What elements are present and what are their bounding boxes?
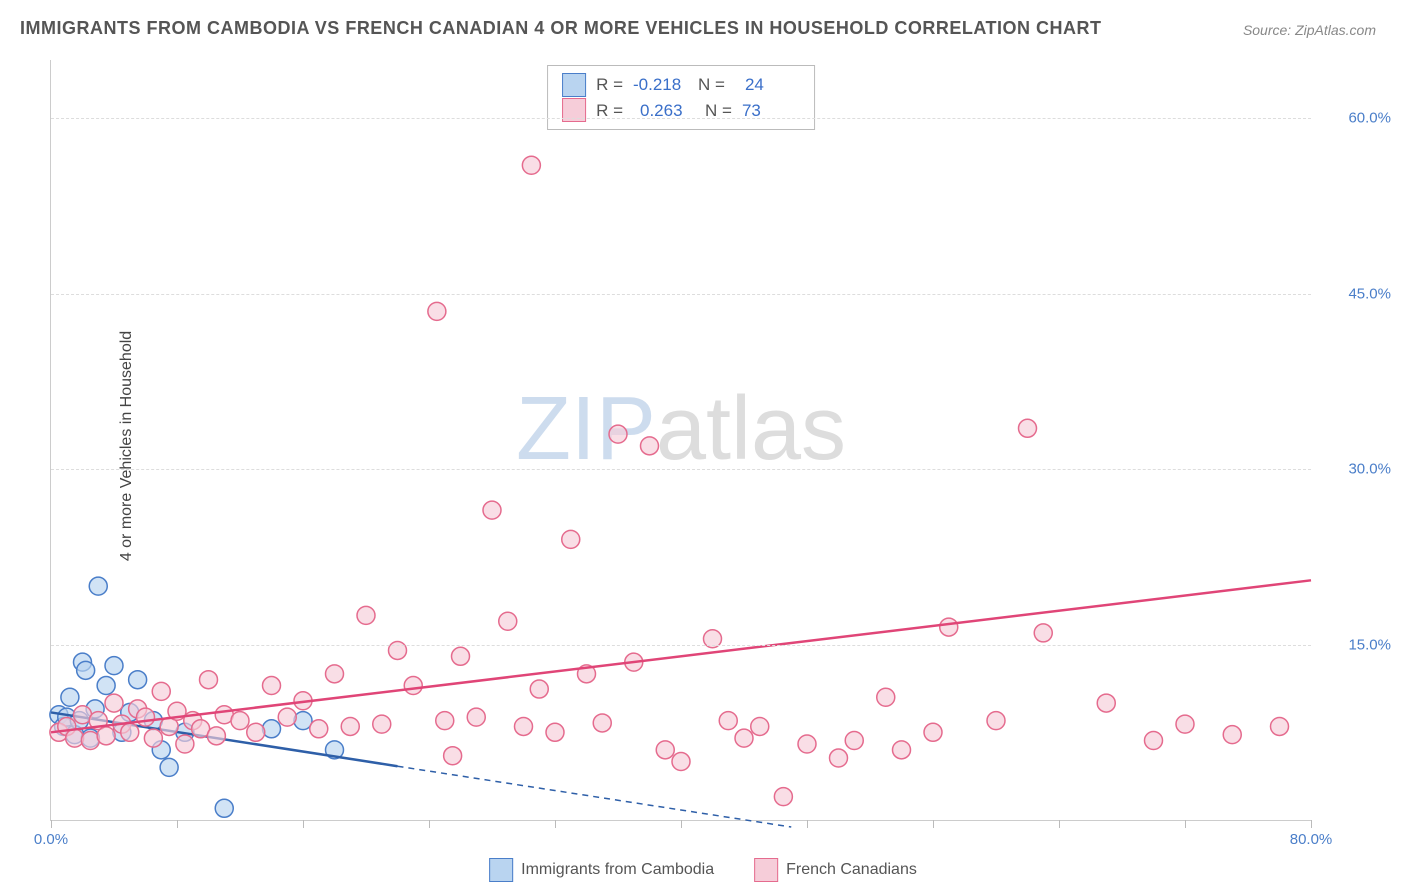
- x-tick: [1311, 820, 1312, 828]
- data-point-french: [444, 747, 462, 765]
- data-point-french: [1097, 694, 1115, 712]
- data-point-french: [893, 741, 911, 759]
- y-tick-label: 15.0%: [1321, 636, 1391, 653]
- data-point-french: [341, 717, 359, 735]
- trend-line-french: [51, 580, 1311, 732]
- data-point-french: [562, 530, 580, 548]
- y-tick-label: 30.0%: [1321, 461, 1391, 478]
- data-point-cambodia: [97, 677, 115, 695]
- data-point-french: [404, 677, 422, 695]
- data-point-french: [121, 723, 139, 741]
- data-point-french: [207, 727, 225, 745]
- data-point-french: [735, 729, 753, 747]
- gridline: [51, 294, 1311, 295]
- data-point-cambodia: [215, 799, 233, 817]
- data-point-french: [774, 788, 792, 806]
- plot-area: ZIPatlas R = -0.218 N = 24 R = 0.263 N =…: [50, 60, 1311, 821]
- data-point-french: [845, 731, 863, 749]
- bottom-legend: Immigrants from Cambodia French Canadian…: [489, 858, 917, 882]
- x-tick: [1185, 820, 1186, 828]
- legend-label-french: French Canadians: [786, 861, 917, 879]
- legend-label-cambodia: Immigrants from Cambodia: [521, 861, 714, 879]
- data-point-french: [656, 741, 674, 759]
- data-point-french: [499, 612, 517, 630]
- data-point-french: [97, 727, 115, 745]
- x-tick: [177, 820, 178, 828]
- plot-svg: [51, 60, 1311, 820]
- x-tick: [303, 820, 304, 828]
- data-point-french: [200, 671, 218, 689]
- data-point-french: [987, 712, 1005, 730]
- y-tick-label: 60.0%: [1321, 110, 1391, 127]
- legend-item-french: French Canadians: [754, 858, 917, 882]
- data-point-cambodia: [61, 688, 79, 706]
- gridline: [51, 645, 1311, 646]
- data-point-french: [105, 694, 123, 712]
- data-point-cambodia: [160, 758, 178, 776]
- x-tick-label: 80.0%: [1290, 831, 1333, 848]
- data-point-cambodia: [105, 657, 123, 675]
- data-point-cambodia: [89, 577, 107, 595]
- data-point-french: [940, 618, 958, 636]
- data-point-french: [522, 156, 540, 174]
- data-point-french: [428, 302, 446, 320]
- source-attribution: Source: ZipAtlas.com: [1243, 22, 1376, 38]
- y-tick-label: 45.0%: [1321, 285, 1391, 302]
- x-tick: [933, 820, 934, 828]
- x-tick: [681, 820, 682, 828]
- data-point-french: [326, 665, 344, 683]
- data-point-french: [152, 682, 170, 700]
- data-point-french: [609, 425, 627, 443]
- data-point-french: [436, 712, 454, 730]
- data-point-french: [373, 715, 391, 733]
- data-point-french: [1034, 624, 1052, 642]
- data-point-cambodia: [263, 720, 281, 738]
- x-tick: [807, 820, 808, 828]
- trend-line-dashed-cambodia: [398, 766, 792, 827]
- data-point-french: [1271, 717, 1289, 735]
- data-point-french: [798, 735, 816, 753]
- data-point-french: [1223, 726, 1241, 744]
- data-point-french: [452, 647, 470, 665]
- swatch-icon: [489, 858, 513, 882]
- data-point-french: [467, 708, 485, 726]
- data-point-french: [176, 735, 194, 753]
- data-point-french: [830, 749, 848, 767]
- x-tick: [1059, 820, 1060, 828]
- x-tick: [429, 820, 430, 828]
- chart-title: IMMIGRANTS FROM CAMBODIA VS FRENCH CANAD…: [20, 18, 1102, 39]
- gridline: [51, 469, 1311, 470]
- data-point-french: [672, 753, 690, 771]
- data-point-french: [751, 717, 769, 735]
- data-point-french: [1176, 715, 1194, 733]
- x-tick: [555, 820, 556, 828]
- data-point-french: [530, 680, 548, 698]
- data-point-french: [263, 677, 281, 695]
- data-point-french: [1019, 419, 1037, 437]
- data-point-french: [278, 708, 296, 726]
- x-tick-label: 0.0%: [34, 831, 68, 848]
- data-point-french: [1145, 731, 1163, 749]
- data-point-french: [483, 501, 501, 519]
- data-point-french: [641, 437, 659, 455]
- data-point-french: [137, 708, 155, 726]
- data-point-french: [719, 712, 737, 730]
- data-point-french: [144, 729, 162, 747]
- data-point-cambodia: [129, 671, 147, 689]
- data-point-french: [247, 723, 265, 741]
- data-point-french: [593, 714, 611, 732]
- gridline: [51, 118, 1311, 119]
- data-point-cambodia: [77, 661, 95, 679]
- data-point-french: [231, 712, 249, 730]
- legend-item-cambodia: Immigrants from Cambodia: [489, 858, 714, 882]
- x-tick: [51, 820, 52, 828]
- data-point-french: [877, 688, 895, 706]
- data-point-french: [357, 606, 375, 624]
- data-point-french: [310, 720, 328, 738]
- swatch-icon: [754, 858, 778, 882]
- data-point-french: [515, 717, 533, 735]
- data-point-french: [924, 723, 942, 741]
- data-point-french: [546, 723, 564, 741]
